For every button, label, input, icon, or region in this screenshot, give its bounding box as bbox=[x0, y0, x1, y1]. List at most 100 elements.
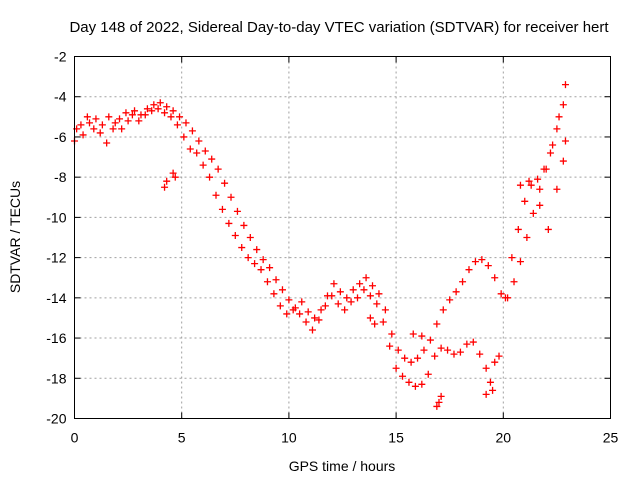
data-point bbox=[523, 234, 531, 241]
data-point bbox=[122, 109, 130, 117]
data-point bbox=[399, 372, 407, 380]
data-point bbox=[283, 310, 291, 318]
data-point bbox=[270, 290, 278, 298]
data-point bbox=[386, 342, 394, 350]
data-point bbox=[298, 298, 306, 306]
data-point bbox=[362, 274, 370, 282]
data-point bbox=[311, 314, 319, 322]
data-point bbox=[278, 286, 286, 294]
data-point bbox=[225, 219, 233, 227]
data-point bbox=[497, 290, 505, 298]
data-point bbox=[375, 290, 383, 298]
data-point bbox=[212, 191, 220, 199]
data-point bbox=[195, 137, 203, 145]
x-tick-label: 25 bbox=[603, 430, 619, 446]
data-point bbox=[161, 109, 169, 117]
data-point bbox=[527, 181, 535, 189]
x-tick-label: 0 bbox=[71, 430, 79, 446]
data-point bbox=[401, 354, 409, 362]
data-point bbox=[188, 127, 196, 135]
data-point bbox=[379, 318, 387, 326]
data-point bbox=[349, 286, 357, 294]
data-point bbox=[253, 246, 261, 254]
data-point bbox=[516, 181, 524, 189]
data-point bbox=[244, 254, 252, 262]
data-point bbox=[418, 380, 426, 388]
data-point bbox=[452, 288, 460, 296]
data-point bbox=[231, 231, 239, 239]
data-point bbox=[308, 326, 316, 334]
data-point bbox=[266, 264, 274, 272]
data-point bbox=[514, 225, 522, 233]
data-series-3 bbox=[161, 137, 569, 410]
data-point bbox=[366, 314, 374, 322]
x-axis-label: GPS time / hours bbox=[289, 458, 396, 474]
data-point bbox=[176, 113, 184, 121]
data-point bbox=[341, 306, 349, 314]
axis-ticks: 0 5 10 15 20 25 -20 -18 -16 -14 -12 -10 -8 -6 -4 -2 bbox=[46, 49, 618, 446]
data-point bbox=[148, 107, 156, 115]
y-axis-label: SDTVAR / TECUs bbox=[7, 181, 23, 293]
data-point bbox=[534, 175, 542, 183]
data-point bbox=[90, 125, 98, 133]
data-point bbox=[407, 358, 415, 366]
grid-lines bbox=[74, 56, 611, 419]
data-point bbox=[369, 282, 377, 290]
data-point bbox=[330, 280, 338, 288]
data-point bbox=[433, 320, 441, 328]
x-tick-label: 15 bbox=[388, 430, 404, 446]
data-point bbox=[371, 320, 379, 328]
data-point bbox=[510, 278, 518, 286]
data-point bbox=[199, 161, 207, 169]
data-point bbox=[96, 129, 104, 137]
data-point bbox=[334, 300, 342, 308]
y-tick-label: -10 bbox=[46, 209, 66, 225]
data-point bbox=[463, 340, 471, 348]
data-point bbox=[118, 125, 126, 133]
data-point bbox=[529, 209, 537, 217]
data-point bbox=[169, 107, 177, 115]
data-point bbox=[171, 173, 179, 181]
data-point bbox=[86, 119, 94, 127]
data-point bbox=[495, 352, 503, 360]
data-points bbox=[71, 81, 569, 410]
data-point bbox=[366, 292, 374, 300]
data-point bbox=[388, 330, 396, 338]
data-point bbox=[489, 386, 497, 394]
data-point bbox=[233, 207, 241, 215]
data-point bbox=[544, 225, 552, 233]
data-point bbox=[214, 165, 222, 173]
data-point bbox=[459, 278, 467, 286]
data-point bbox=[296, 310, 304, 318]
data-point bbox=[456, 348, 464, 356]
y-tick-label: -12 bbox=[46, 250, 66, 266]
data-point bbox=[561, 81, 569, 89]
data-point bbox=[251, 260, 259, 268]
data-point bbox=[536, 201, 544, 209]
data-point bbox=[238, 244, 246, 252]
data-point bbox=[484, 262, 492, 270]
data-point bbox=[77, 121, 85, 129]
data-point bbox=[471, 258, 479, 266]
x-tick-label: 10 bbox=[281, 430, 297, 446]
data-point bbox=[163, 177, 171, 185]
data-point bbox=[98, 121, 106, 129]
data-point bbox=[169, 169, 177, 177]
data-point bbox=[240, 221, 248, 229]
data-point bbox=[420, 346, 428, 354]
data-point bbox=[227, 193, 235, 201]
data-point bbox=[549, 141, 557, 149]
data-point bbox=[193, 149, 201, 157]
data-point bbox=[482, 364, 490, 372]
data-point bbox=[553, 125, 561, 133]
x-tick-label: 20 bbox=[496, 430, 512, 446]
data-point bbox=[79, 131, 87, 139]
data-point bbox=[109, 125, 117, 133]
data-point bbox=[486, 378, 494, 386]
data-point bbox=[553, 185, 561, 193]
data-point bbox=[373, 300, 381, 308]
data-point bbox=[92, 115, 100, 123]
data-point bbox=[150, 101, 158, 109]
data-point bbox=[103, 139, 111, 147]
data-point bbox=[469, 338, 477, 346]
